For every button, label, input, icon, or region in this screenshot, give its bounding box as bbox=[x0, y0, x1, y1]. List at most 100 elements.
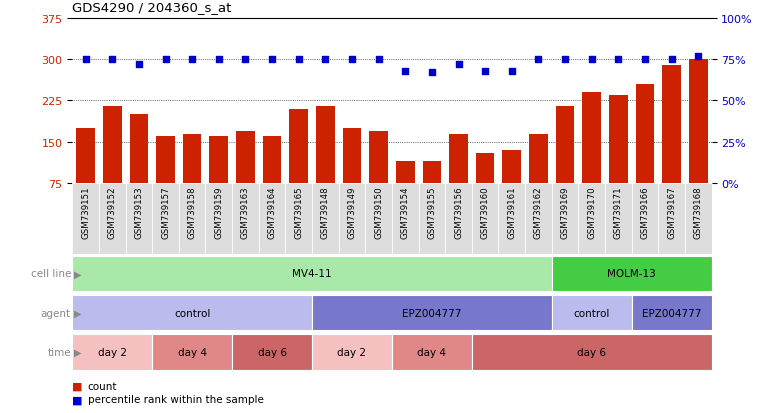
Text: day 6: day 6 bbox=[577, 347, 607, 357]
Text: GSM739152: GSM739152 bbox=[108, 186, 116, 238]
Text: GSM739166: GSM739166 bbox=[641, 186, 649, 238]
Text: GSM739153: GSM739153 bbox=[135, 186, 143, 238]
Bar bbox=[72, 295, 312, 330]
Bar bbox=[578, 184, 605, 254]
Point bbox=[666, 57, 678, 63]
Bar bbox=[609, 96, 628, 184]
Bar bbox=[502, 151, 521, 184]
Text: GDS4290 / 204360_s_at: GDS4290 / 204360_s_at bbox=[72, 2, 231, 14]
Bar bbox=[689, 60, 708, 184]
Bar bbox=[635, 85, 654, 184]
Bar bbox=[259, 184, 285, 254]
Bar bbox=[72, 335, 152, 370]
Text: GSM739168: GSM739168 bbox=[694, 186, 702, 238]
Text: GSM739151: GSM739151 bbox=[81, 186, 90, 238]
Text: cell line: cell line bbox=[30, 268, 71, 279]
Text: ■: ■ bbox=[72, 381, 83, 391]
Bar bbox=[129, 115, 148, 184]
Bar bbox=[316, 107, 335, 184]
Point bbox=[346, 57, 358, 63]
Bar bbox=[605, 184, 632, 254]
Point bbox=[533, 57, 545, 63]
Point bbox=[559, 57, 571, 63]
Bar bbox=[529, 134, 548, 184]
Bar bbox=[369, 131, 388, 184]
Text: ▶: ▶ bbox=[75, 308, 82, 318]
Text: control: control bbox=[174, 308, 210, 318]
Bar bbox=[632, 295, 712, 330]
Text: day 2: day 2 bbox=[97, 347, 127, 357]
Text: GSM739163: GSM739163 bbox=[241, 186, 250, 238]
Bar bbox=[103, 107, 122, 184]
Text: GSM739149: GSM739149 bbox=[348, 186, 356, 238]
Point bbox=[400, 68, 412, 75]
Bar bbox=[392, 335, 472, 370]
Bar bbox=[312, 184, 339, 254]
Text: GSM739170: GSM739170 bbox=[587, 186, 596, 238]
Text: GSM739156: GSM739156 bbox=[454, 186, 463, 238]
Point bbox=[479, 68, 492, 75]
Bar bbox=[525, 184, 552, 254]
Bar bbox=[419, 184, 445, 254]
Text: count: count bbox=[88, 381, 117, 391]
Text: GSM739159: GSM739159 bbox=[215, 186, 223, 238]
Bar bbox=[552, 295, 632, 330]
Point bbox=[453, 62, 465, 68]
Text: GSM739158: GSM739158 bbox=[188, 186, 196, 238]
Bar bbox=[99, 184, 126, 254]
Bar bbox=[72, 184, 99, 254]
Bar bbox=[445, 184, 472, 254]
Bar bbox=[205, 184, 232, 254]
Text: GSM739161: GSM739161 bbox=[508, 186, 516, 238]
Point bbox=[612, 57, 624, 63]
Bar bbox=[632, 184, 658, 254]
Bar bbox=[658, 184, 685, 254]
Text: EPZ004777: EPZ004777 bbox=[642, 308, 702, 318]
Point bbox=[133, 62, 145, 68]
Bar bbox=[662, 65, 681, 184]
Bar bbox=[476, 154, 495, 184]
Bar bbox=[156, 137, 175, 184]
Bar bbox=[472, 335, 712, 370]
Text: ■: ■ bbox=[72, 394, 83, 404]
Point bbox=[186, 57, 199, 63]
Bar bbox=[552, 184, 578, 254]
Text: GSM739148: GSM739148 bbox=[321, 186, 330, 238]
Bar bbox=[232, 335, 312, 370]
Bar bbox=[552, 256, 712, 291]
Bar bbox=[312, 295, 552, 330]
Bar bbox=[685, 184, 712, 254]
Bar bbox=[312, 335, 392, 370]
Text: control: control bbox=[574, 308, 610, 318]
Point bbox=[426, 70, 438, 76]
Point bbox=[373, 57, 385, 63]
Text: day 4: day 4 bbox=[417, 347, 447, 357]
Text: GSM739164: GSM739164 bbox=[268, 186, 276, 238]
Text: percentile rank within the sample: percentile rank within the sample bbox=[88, 394, 263, 404]
Text: GSM739162: GSM739162 bbox=[534, 186, 543, 238]
Bar bbox=[152, 184, 179, 254]
Point bbox=[266, 57, 279, 63]
Text: ▶: ▶ bbox=[75, 268, 82, 279]
Bar bbox=[263, 137, 282, 184]
Text: GSM739157: GSM739157 bbox=[161, 186, 170, 238]
Bar bbox=[179, 184, 205, 254]
Point bbox=[80, 57, 92, 63]
Text: time: time bbox=[47, 347, 71, 357]
Text: ▶: ▶ bbox=[75, 347, 82, 357]
Bar bbox=[498, 184, 525, 254]
Bar bbox=[152, 335, 232, 370]
Text: agent: agent bbox=[41, 308, 71, 318]
Point bbox=[293, 57, 305, 63]
Point bbox=[693, 53, 705, 60]
Bar bbox=[422, 162, 441, 184]
Text: day 4: day 4 bbox=[177, 347, 207, 357]
Bar bbox=[209, 137, 228, 184]
Bar bbox=[556, 107, 575, 184]
Bar bbox=[472, 184, 498, 254]
Bar bbox=[289, 109, 308, 184]
Bar bbox=[342, 129, 361, 184]
Bar bbox=[183, 134, 202, 184]
Bar bbox=[72, 256, 552, 291]
Bar bbox=[236, 131, 255, 184]
